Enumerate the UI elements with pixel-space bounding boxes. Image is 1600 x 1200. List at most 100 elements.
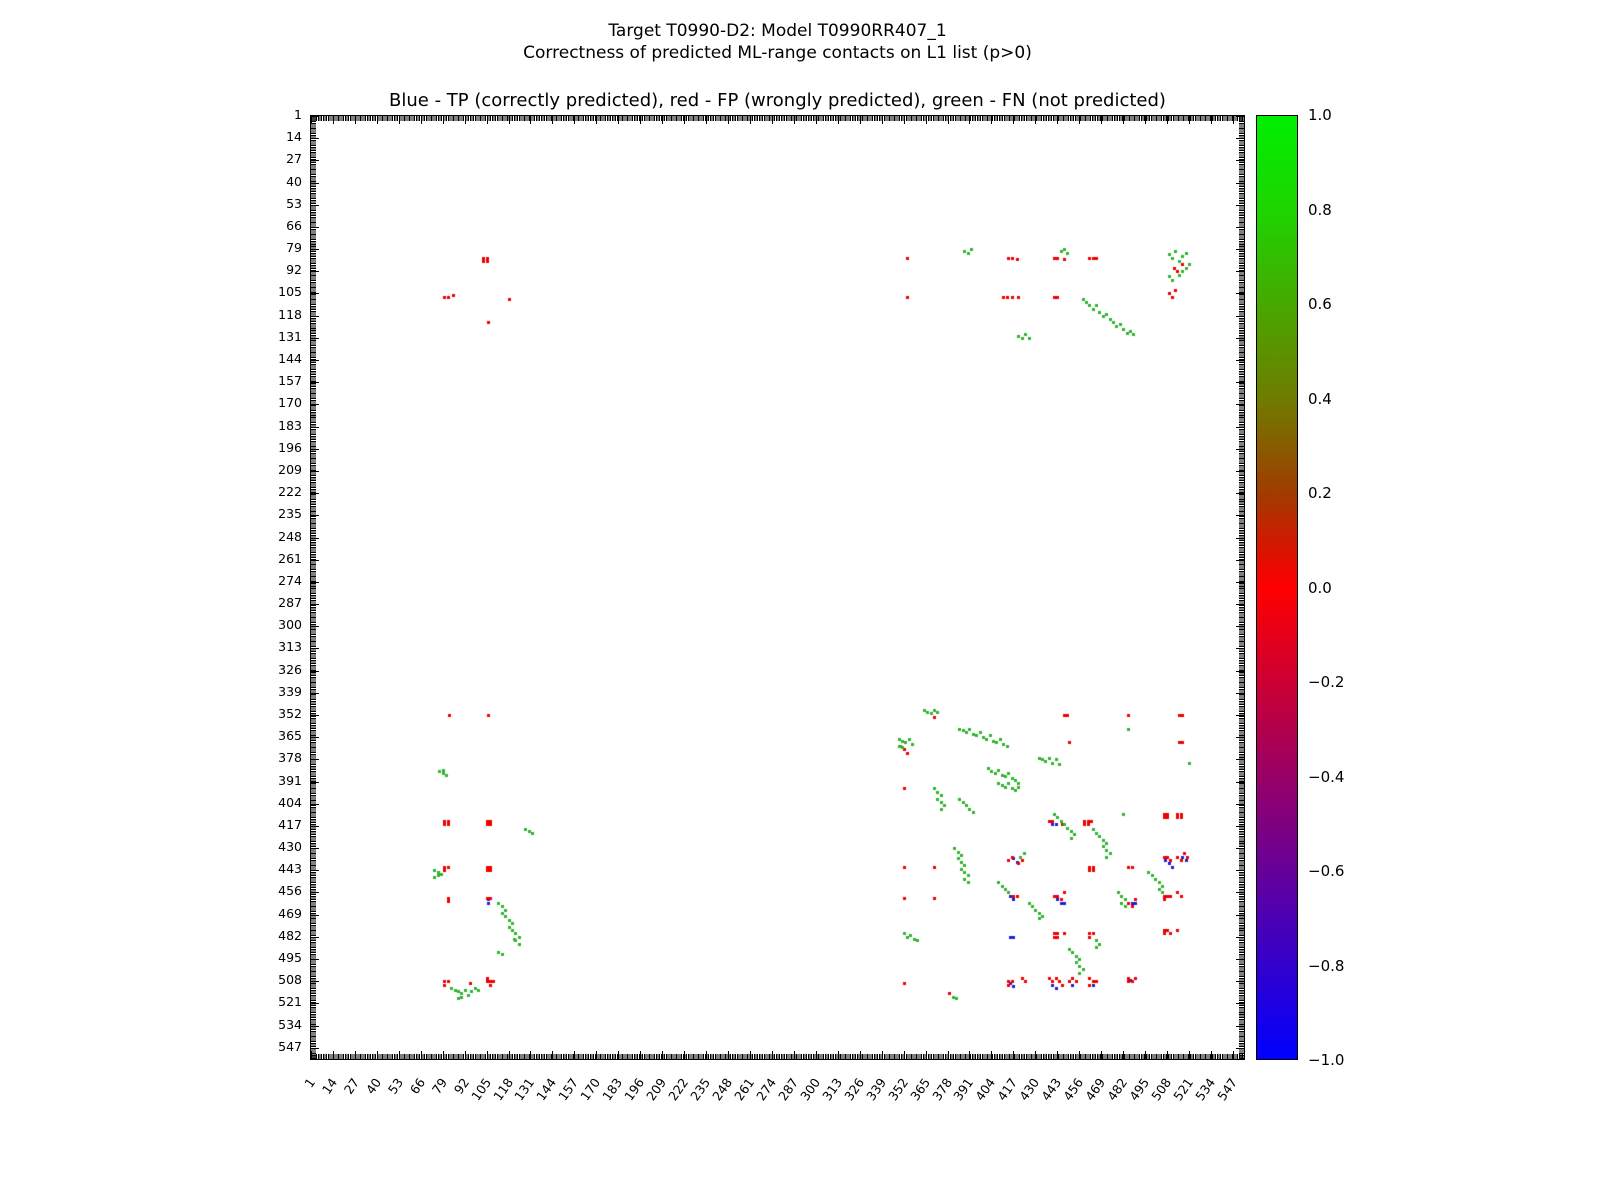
y-major-tick [311,959,319,961]
y-major-tick [1236,604,1244,606]
x-major-tick [991,1051,993,1059]
y-tick-label: 196 [278,439,302,455]
plot-area [310,115,1245,1060]
x-major-tick [464,116,466,124]
y-major-tick [1236,870,1244,872]
y-major-tick [1236,249,1244,251]
figure-title-line1: Target T0990-D2: Model T0990RR407_1 [608,21,947,41]
minor-ticks-right [1239,116,1244,1059]
y-tick-label: 209 [278,461,302,477]
x-major-tick [486,1051,488,1059]
x-major-tick [640,1051,642,1059]
x-major-tick [1188,1051,1190,1059]
x-major-tick [706,1051,708,1059]
x-major-tick [837,116,839,124]
y-major-tick [1236,781,1244,783]
x-major-tick [311,1051,312,1059]
y-major-tick [1236,892,1244,894]
y-major-tick [1236,537,1244,539]
x-major-tick [859,1051,861,1059]
y-major-tick [1236,426,1244,428]
x-major-tick [552,1051,554,1059]
y-major-tick [311,404,319,406]
colorbar-tick-label: −0.2 [1308,673,1345,691]
y-tick-label: 53 [286,195,302,211]
y-major-tick [311,670,319,672]
y-major-tick [311,759,319,761]
y-tick-label: 287 [278,595,302,611]
colorbar-tick-label: 0.8 [1308,200,1332,219]
y-major-tick [311,581,319,583]
x-major-tick [903,1051,905,1059]
x-major-tick [903,116,905,124]
x-major-tick [793,116,795,124]
y-major-tick [311,848,319,850]
colorbar-tick-label: −1.0 [1308,1051,1345,1069]
y-major-tick [1236,470,1244,472]
y-major-tick [1236,515,1244,517]
x-major-tick [1232,1051,1234,1059]
y-major-tick [1236,160,1244,162]
y-major-tick [311,714,319,716]
y-major-tick [311,648,319,650]
y-major-tick [311,448,319,450]
colorbar-tick-label: −0.8 [1308,956,1345,975]
y-tick-label: 261 [278,550,302,566]
colorbar-tick-label: 0.6 [1308,295,1332,313]
x-major-tick [332,1051,334,1059]
y-major-tick [1236,981,1244,983]
y-tick-label: 222 [278,484,302,500]
x-major-tick [1057,116,1059,124]
x-major-tick [442,116,444,124]
y-tick-label: 404 [278,794,302,810]
y-major-tick [311,1047,319,1049]
y-major-tick [1236,936,1244,938]
x-major-tick [881,1051,883,1059]
x-major-tick [1079,116,1081,124]
x-major-tick [552,116,554,124]
x-major-tick [1232,116,1234,124]
x-major-tick [596,1051,598,1059]
y-major-tick [311,604,319,606]
y-major-tick [311,1025,319,1027]
minor-ticks-top [311,116,1244,121]
y-major-tick [311,271,319,273]
x-major-tick [925,1051,927,1059]
x-major-tick [815,116,817,124]
x-major-tick [1210,116,1212,124]
x-major-tick [354,1051,356,1059]
colorbar-tick-label: −0.4 [1308,767,1345,786]
y-major-tick [1236,493,1244,495]
y-major-tick [311,537,319,539]
x-major-tick [684,1051,686,1059]
y-major-tick [1236,337,1244,339]
y-tick-label: 248 [278,528,302,544]
x-major-tick [1035,1051,1037,1059]
x-major-tick [662,1051,664,1059]
y-tick-label: 391 [278,772,302,788]
y-major-tick [311,470,319,472]
y-major-tick [1236,404,1244,406]
y-major-tick [311,803,319,805]
x-major-tick [486,116,488,124]
y-tick-label: 105 [278,284,302,300]
x-major-tick [1167,116,1169,124]
y-major-tick [311,226,319,228]
y-tick-label: 1 [294,107,302,122]
x-major-tick [859,116,861,124]
x-major-tick [376,116,378,124]
y-tick-label: 66 [286,217,302,233]
x-major-tick [376,1051,378,1059]
x-major-tick [420,116,422,124]
x-major-tick [618,1051,620,1059]
x-major-tick [1079,1051,1081,1059]
y-major-tick [1236,1003,1244,1005]
y-major-tick [1236,759,1244,761]
y-major-tick [311,626,319,628]
y-major-tick [311,781,319,783]
x-major-tick [332,116,334,124]
y-tick-label: 144 [278,351,302,367]
y-major-tick [1236,382,1244,384]
x-major-tick [947,1051,949,1059]
